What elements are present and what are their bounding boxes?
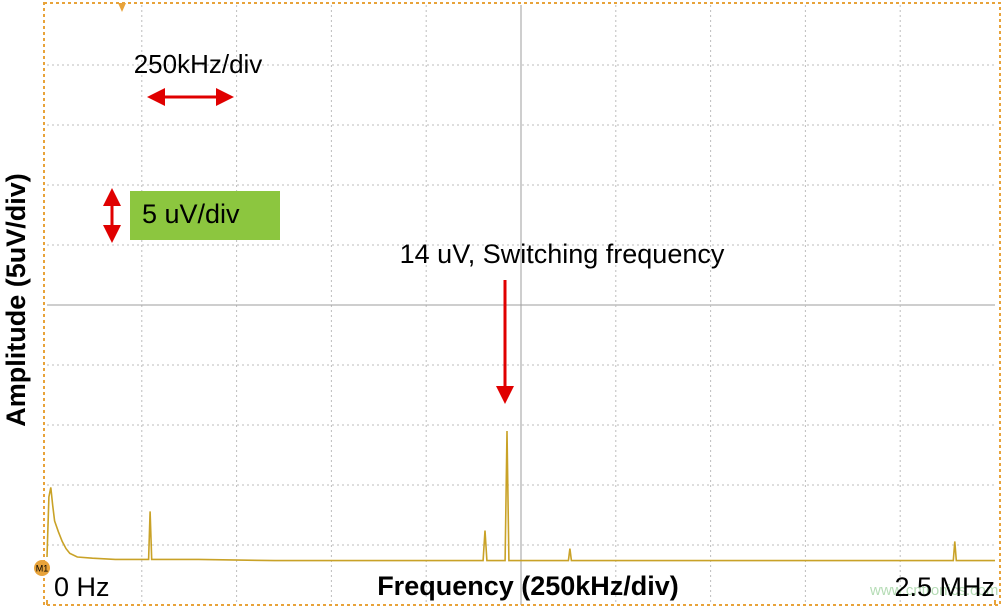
freq-scale-note: 250kHz/div <box>134 49 263 79</box>
amp-scale-box <box>130 191 280 240</box>
x-axis-label: Frequency (250kHz/div) <box>377 571 679 601</box>
frame <box>43 2 1001 606</box>
spectrum-line <box>46 430 995 562</box>
marker-label: M1 <box>36 563 49 573</box>
peak-note: 14 uV, Switching frequency <box>400 239 725 269</box>
trace <box>46 430 995 562</box>
trigger-marker <box>118 3 126 12</box>
amp-scale-note: 5 uV/div <box>142 199 240 229</box>
x-tick-label: 2.5 MHz <box>894 572 995 602</box>
marker-badge <box>34 560 50 576</box>
x-tick-label: 0 Hz <box>54 572 110 602</box>
y-axis-label: Amplitude (5uV/div) <box>1 173 31 427</box>
watermark: www.cntronics.com <box>869 582 998 599</box>
graticule <box>47 5 995 605</box>
